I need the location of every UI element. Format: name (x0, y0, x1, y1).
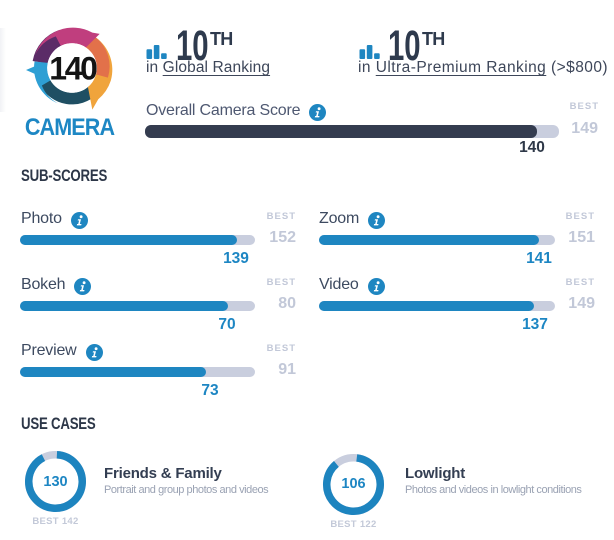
svg-text:140: 140 (49, 50, 97, 86)
